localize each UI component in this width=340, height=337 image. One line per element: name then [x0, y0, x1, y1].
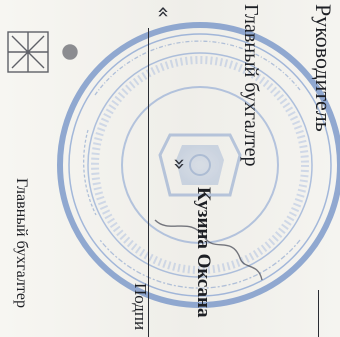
stamp-ring-lettering	[83, 40, 301, 289]
marker-mid: »	[168, 157, 193, 171]
signature-line	[148, 28, 149, 337]
stamp-emblem	[158, 133, 242, 197]
name-underline	[318, 290, 319, 337]
signature-caption: Подпи	[131, 283, 150, 331]
role-chief-accountant-label: Главный бухгалтер	[240, 4, 262, 167]
signer-name: Кузина Оксана	[193, 187, 214, 318]
marker-top: «	[152, 5, 177, 19]
signer-position: Главный бухгалтер	[13, 178, 30, 308]
role-head-label: Руководитель	[311, 4, 336, 132]
qr-emblem-icon	[7, 31, 78, 73]
signature-scribble	[154, 219, 263, 281]
